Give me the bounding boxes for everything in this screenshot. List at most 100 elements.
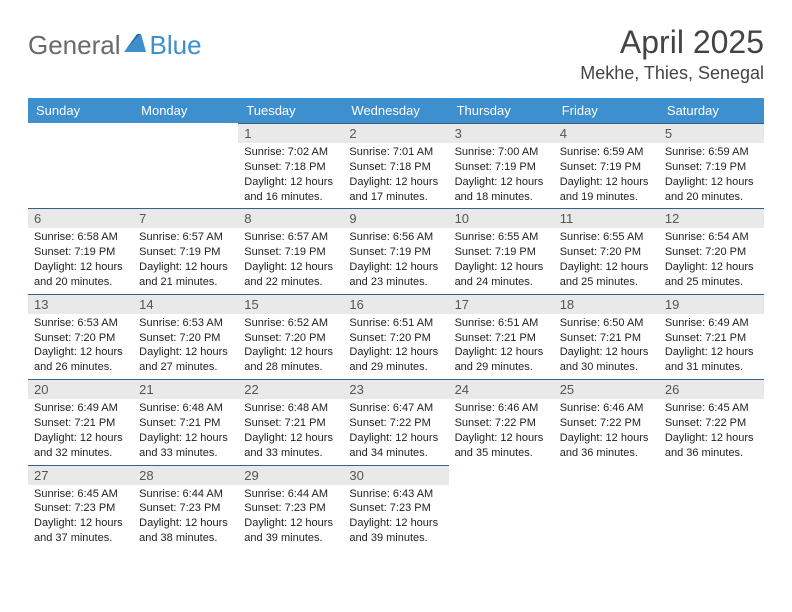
sunset-line: Sunset: 7:19 PM [455,160,548,175]
day-number: 21 [133,379,238,399]
day-detail: Sunrise: 6:59 AMSunset: 7:19 PMDaylight:… [659,143,764,208]
sunrise-line: Sunrise: 7:01 AM [349,145,442,160]
sunrise-line: Sunrise: 6:57 AM [139,230,232,245]
sunrise-line: Sunrise: 6:52 AM [244,316,337,331]
day-detail: Sunrise: 6:58 AMSunset: 7:19 PMDaylight:… [28,228,133,293]
daylight-line: Daylight: 12 hours and 31 minutes. [665,345,758,375]
sunrise-line: Sunrise: 6:46 AM [560,401,653,416]
day-detail: Sunrise: 6:49 AMSunset: 7:21 PMDaylight:… [28,399,133,464]
day-number: 28 [133,465,238,485]
sunset-line: Sunset: 7:21 PM [560,331,653,346]
sunrise-line: Sunrise: 6:48 AM [139,401,232,416]
logo-triangle-icon [124,34,146,57]
calendar-day-cell: 15Sunrise: 6:52 AMSunset: 7:20 PMDayligh… [238,294,343,379]
day-number: 1 [238,123,343,143]
sunrise-line: Sunrise: 6:54 AM [665,230,758,245]
daylight-line: Daylight: 12 hours and 25 minutes. [560,260,653,290]
day-detail: Sunrise: 6:48 AMSunset: 7:21 PMDaylight:… [133,399,238,464]
calendar-day-cell: 16Sunrise: 6:51 AMSunset: 7:20 PMDayligh… [343,294,448,379]
day-number: 19 [659,294,764,314]
sunrise-line: Sunrise: 6:49 AM [665,316,758,331]
sunrise-line: Sunrise: 6:59 AM [560,145,653,160]
day-number: 20 [28,379,133,399]
day-number: 2 [343,123,448,143]
logo-text-blue: Blue [150,30,202,61]
sunset-line: Sunset: 7:19 PM [244,245,337,260]
day-number: 18 [554,294,659,314]
calendar-week-row: 13Sunrise: 6:53 AMSunset: 7:20 PMDayligh… [28,294,764,379]
calendar-day-cell: 27Sunrise: 6:45 AMSunset: 7:23 PMDayligh… [28,465,133,550]
calendar-day-cell: 9Sunrise: 6:56 AMSunset: 7:19 PMDaylight… [343,208,448,293]
calendar-day-cell: 24Sunrise: 6:46 AMSunset: 7:22 PMDayligh… [449,379,554,464]
day-detail: Sunrise: 6:44 AMSunset: 7:23 PMDaylight:… [238,485,343,550]
day-detail: Sunrise: 6:47 AMSunset: 7:22 PMDaylight:… [343,399,448,464]
sunset-line: Sunset: 7:23 PM [349,501,442,516]
day-detail: Sunrise: 7:01 AMSunset: 7:18 PMDaylight:… [343,143,448,208]
day-number: 5 [659,123,764,143]
sunrise-line: Sunrise: 6:44 AM [244,487,337,502]
day-detail: Sunrise: 6:44 AMSunset: 7:23 PMDaylight:… [133,485,238,550]
day-detail: Sunrise: 6:56 AMSunset: 7:19 PMDaylight:… [343,228,448,293]
daylight-line: Daylight: 12 hours and 30 minutes. [560,345,653,375]
day-number: 23 [343,379,448,399]
daylight-line: Daylight: 12 hours and 21 minutes. [139,260,232,290]
daylight-line: Daylight: 12 hours and 19 minutes. [560,175,653,205]
sunset-line: Sunset: 7:20 PM [139,331,232,346]
sunset-line: Sunset: 7:21 PM [139,416,232,431]
calendar-day-cell: 30Sunrise: 6:43 AMSunset: 7:23 PMDayligh… [343,465,448,550]
sunrise-line: Sunrise: 6:59 AM [665,145,758,160]
calendar-day-cell: 18 Sunrise: 6:50 AMSunset: 7:21 PMDayligh… [554,294,659,379]
day-number: 16 [343,294,448,314]
sunset-line: Sunset: 7:20 PM [560,245,653,260]
day-detail: Sunrise: 7:02 AMSunset: 7:18 PMDaylight:… [238,143,343,208]
sunset-line: Sunset: 7:19 PM [560,160,653,175]
day-detail: Sunrise: 6:53 AMSunset: 7:20 PMDaylight:… [133,314,238,379]
calendar-day-cell [449,465,554,550]
sunrise-line: Sunrise: 6:51 AM [349,316,442,331]
sunrise-line: Sunrise: 6:44 AM [139,487,232,502]
day-number: 12 [659,208,764,228]
daylight-line: Daylight: 12 hours and 28 minutes. [244,345,337,375]
day-number: 15 [238,294,343,314]
day-detail: Sunrise: 6:52 AMSunset: 7:20 PMDaylight:… [238,314,343,379]
day-detail: Sunrise: 6:59 AMSunset: 7:19 PMDaylight:… [554,143,659,208]
sunset-line: Sunset: 7:22 PM [455,416,548,431]
daylight-line: Daylight: 12 hours and 39 minutes. [349,516,442,546]
sunrise-line: Sunrise: 6:45 AM [34,487,127,502]
sunset-line: Sunset: 7:21 PM [244,416,337,431]
calendar-day-header: Friday [554,98,659,123]
day-detail: Sunrise: 6:46 AMSunset: 7:22 PMDaylight:… [449,399,554,464]
day-detail: Sunrise: 6:51 AMSunset: 7:21 PMDaylight:… [449,314,554,379]
logo: General Blue [28,30,202,61]
sunset-line: Sunset: 7:23 PM [34,501,127,516]
calendar-day-cell: 5Sunrise: 6:59 AMSunset: 7:19 PMDaylight… [659,123,764,208]
calendar-day-cell: 19Sunrise: 6:49 AMSunset: 7:21 PMDayligh… [659,294,764,379]
daylight-line: Daylight: 12 hours and 20 minutes. [665,175,758,205]
day-number: 13 [28,294,133,314]
day-number: 22 [238,379,343,399]
sunset-line: Sunset: 7:19 PM [455,245,548,260]
daylight-line: Daylight: 12 hours and 16 minutes. [244,175,337,205]
calendar-day-cell: 21Sunrise: 6:48 AMSunset: 7:21 PMDayligh… [133,379,238,464]
calendar-header-row: SundayMondayTuesdayWednesdayThursdayFrid… [28,98,764,123]
daylight-line: Daylight: 12 hours and 38 minutes. [139,516,232,546]
calendar-day-cell: 14Sunrise: 6:53 AMSunset: 7:20 PMDayligh… [133,294,238,379]
calendar-day-header: Monday [133,98,238,123]
day-detail: Sunrise: 6:57 AMSunset: 7:19 PMDaylight:… [238,228,343,293]
calendar-day-cell: 29Sunrise: 6:44 AMSunset: 7:23 PMDayligh… [238,465,343,550]
sunrise-line: Sunrise: 6:50 AM [560,316,653,331]
calendar-day-cell: 8Sunrise: 6:57 AMSunset: 7:19 PMDaylight… [238,208,343,293]
sunset-line: Sunset: 7:19 PM [665,160,758,175]
day-number: 30 [343,465,448,485]
sunset-line: Sunset: 7:20 PM [349,331,442,346]
calendar-day-cell: 22Sunrise: 6:48 AMSunset: 7:21 PMDayligh… [238,379,343,464]
daylight-line: Daylight: 12 hours and 20 minutes. [34,260,127,290]
calendar-week-row: 20Sunrise: 6:49 AMSunset: 7:21 PMDayligh… [28,379,764,464]
day-detail: Sunrise: 6:55 AMSunset: 7:20 PMDaylight:… [554,228,659,293]
day-number: 26 [659,379,764,399]
daylight-line: Daylight: 12 hours and 34 minutes. [349,431,442,461]
calendar-week-row: 1Sunrise: 7:02 AMSunset: 7:18 PMDaylight… [28,123,764,208]
sunset-line: Sunset: 7:22 PM [665,416,758,431]
calendar-day-header: Saturday [659,98,764,123]
day-number: 4 [554,123,659,143]
